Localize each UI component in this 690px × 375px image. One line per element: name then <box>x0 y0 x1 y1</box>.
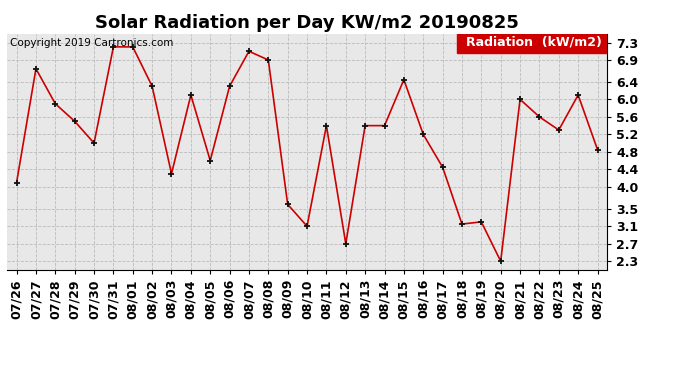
Radiation  (kW/m2) <box>555 128 563 132</box>
Radiation  (kW/m2) <box>226 84 234 88</box>
Radiation  (kW/m2) <box>303 224 311 228</box>
Radiation  (kW/m2) <box>458 222 466 226</box>
Radiation  (kW/m2) <box>12 180 21 185</box>
Radiation  (kW/m2) <box>32 66 40 71</box>
Radiation  (kW/m2) <box>109 45 117 49</box>
Radiation  (kW/m2) <box>168 171 176 176</box>
Radiation  (kW/m2) <box>380 123 388 128</box>
Radiation  (kW/m2) <box>574 93 582 97</box>
Radiation  (kW/m2) <box>90 141 98 146</box>
Radiation  (kW/m2) <box>593 147 602 152</box>
Radiation  (kW/m2) <box>206 158 215 163</box>
Text: Radiation  (kW/m2): Radiation (kW/m2) <box>466 36 602 49</box>
Radiation  (kW/m2) <box>284 202 292 207</box>
Radiation  (kW/m2) <box>245 49 253 54</box>
Line: Radiation  (kW/m2): Radiation (kW/m2) <box>13 44 601 265</box>
Radiation  (kW/m2) <box>497 259 505 264</box>
Radiation  (kW/m2) <box>516 97 524 102</box>
Radiation  (kW/m2) <box>419 132 427 136</box>
Radiation  (kW/m2) <box>477 220 486 224</box>
Radiation  (kW/m2) <box>535 115 544 119</box>
Text: Copyright 2019 Cartronics.com: Copyright 2019 Cartronics.com <box>10 39 173 48</box>
Radiation  (kW/m2) <box>342 242 350 246</box>
Radiation  (kW/m2) <box>128 45 137 49</box>
Radiation  (kW/m2) <box>148 84 156 88</box>
Radiation  (kW/m2) <box>438 165 446 170</box>
FancyBboxPatch shape <box>457 33 610 53</box>
Radiation  (kW/m2) <box>264 58 273 62</box>
Radiation  (kW/m2) <box>187 93 195 97</box>
Radiation  (kW/m2) <box>70 119 79 123</box>
Radiation  (kW/m2) <box>322 123 331 128</box>
Radiation  (kW/m2) <box>400 78 408 82</box>
Title: Solar Radiation per Day KW/m2 20190825: Solar Radiation per Day KW/m2 20190825 <box>95 14 519 32</box>
Radiation  (kW/m2) <box>361 123 369 128</box>
Radiation  (kW/m2) <box>51 102 59 106</box>
